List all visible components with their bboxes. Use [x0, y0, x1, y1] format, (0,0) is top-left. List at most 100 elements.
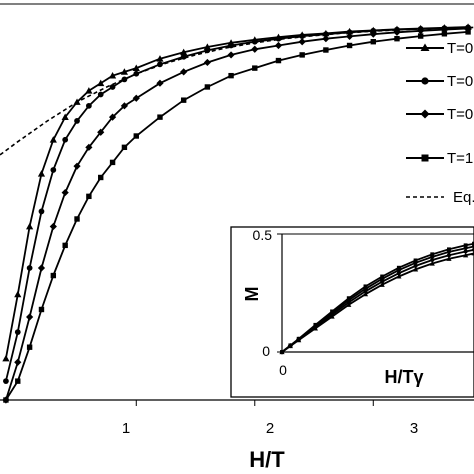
main-series-2-point: [74, 118, 80, 124]
inset-series-2-point: [380, 279, 385, 284]
main-x-tick-label-3: 3: [410, 420, 418, 437]
main-series-4-point: [109, 159, 116, 166]
main-series-3-point: [180, 68, 188, 76]
main-series-3-point: [49, 222, 57, 231]
main-series-3-point: [73, 162, 81, 170]
inset-series-1-point: [346, 302, 352, 307]
inset-series-2-point: [463, 249, 468, 254]
inset-series-4-point: [296, 336, 301, 341]
main-series-1-point: [108, 72, 117, 79]
main-series-3-point: [369, 30, 377, 38]
main-series-1-point: [120, 68, 129, 75]
main-series-3-point: [298, 38, 306, 46]
inset-series-4-point: [413, 258, 418, 263]
main-series-2-point: [14, 329, 21, 335]
main-series-4-point: [346, 42, 353, 49]
legend: T=0 T=0 T=0 T=1 Eq.: [406, 40, 474, 206]
main-x-axis-title: H/T: [249, 447, 285, 472]
main-series-1-point: [49, 136, 57, 143]
main-series-3-point: [274, 41, 283, 50]
main-series-2-point: [3, 378, 9, 385]
main-series-2-point: [26, 265, 33, 271]
main-series-4-point: [323, 47, 329, 53]
inset-series-1-point: [412, 266, 419, 272]
main-series-4-point: [86, 193, 92, 200]
main-series-2-point: [50, 167, 57, 173]
inset-series-1-point: [429, 260, 435, 266]
inset-series-3-point: [362, 286, 369, 292]
inset-y-axis-title: M: [242, 287, 262, 302]
main-series-2-point: [38, 208, 45, 215]
main-series-4-line: [5, 31, 469, 401]
main-series-3-point: [26, 313, 34, 321]
main-series-4-point: [299, 52, 305, 58]
inset-series-2-point: [471, 247, 474, 252]
main-series-3-point: [345, 32, 354, 41]
main-series-4-point: [417, 33, 424, 39]
main-plot: 1 2 3 H/T: [0, 3, 474, 472]
main-series-4-point: [26, 344, 33, 350]
main-series-4-point: [204, 84, 211, 90]
inset-series-4-point: [447, 247, 451, 252]
main-series-4-point: [62, 242, 68, 249]
legend-marker-square: [421, 154, 429, 162]
legend-label-4: T=1: [447, 150, 473, 167]
inset-series-4-point: [346, 296, 351, 301]
legend-label-3: T=0: [447, 106, 473, 123]
main-series-4-point: [252, 65, 258, 71]
main-series-2-point: [275, 35, 282, 42]
main-series-3-point: [14, 358, 22, 366]
main-series-4-point: [275, 57, 282, 64]
inset-series-2-point: [413, 263, 418, 268]
main-x-ticks: [135, 400, 374, 406]
legend-marker-triangle: [420, 43, 430, 51]
main-series-3-point: [156, 79, 164, 87]
main-series-3-point: [108, 113, 117, 121]
main-series-4-point: [370, 39, 376, 45]
main-series-1-point: [26, 222, 34, 230]
main-series-4-point: [441, 31, 448, 37]
inset-series-1-point: [463, 252, 469, 258]
main-series-3-point: [393, 28, 401, 36]
main-series-1-point: [14, 290, 22, 298]
inset-series-1-point: [379, 282, 385, 287]
main-series-2-point: [346, 29, 353, 36]
main-series-1-point: [97, 79, 105, 87]
inset-series-4-point: [396, 265, 401, 270]
main-x-tick-label-2: 2: [266, 420, 274, 437]
legend-entry-1: T=0: [406, 40, 473, 57]
main-series-1-point: [61, 113, 69, 121]
inset-series-4-point: [313, 322, 318, 327]
main-series-5-line: [0, 26, 474, 156]
main-series-3-point: [417, 27, 425, 35]
inset-series-3-point: [379, 276, 385, 282]
legend-label-5: Eq.: [453, 189, 474, 206]
main-series-1-point: [2, 354, 10, 362]
inset-series-4-point: [472, 241, 474, 246]
inset-y-tick-label-05: 0.5: [253, 227, 273, 243]
legend-marker-circle: [421, 77, 429, 85]
inset-series-4-point: [430, 252, 435, 257]
main-series-3-point: [203, 58, 211, 67]
main-series-4-point: [38, 306, 45, 313]
main-series-3-point: [251, 45, 259, 53]
main-series-4-point: [133, 133, 139, 139]
inset-series-1-point: [396, 273, 402, 279]
main-series-2-point: [62, 136, 69, 143]
main-series-2-point: [251, 38, 258, 45]
inset-series-2-point: [396, 271, 401, 276]
main-series-2-line: [5, 26, 469, 382]
main-series-4-point: [98, 174, 104, 181]
main-series-3-point: [37, 264, 46, 272]
main-series-2-point: [97, 91, 104, 98]
legend-entry-5: Eq.: [406, 189, 474, 206]
main-series-4-point: [121, 144, 128, 151]
inset-series-4-point: [463, 243, 468, 248]
main-series-3-line: [5, 27, 469, 401]
legend-label-2: T=0: [447, 73, 473, 90]
main-series-4-point: [15, 378, 21, 384]
main-x-tick-label-1: 1: [122, 420, 130, 437]
inset-series-group: [279, 241, 474, 355]
legend-marker-diamond: [420, 109, 430, 119]
main-series-4-point: [157, 114, 163, 120]
